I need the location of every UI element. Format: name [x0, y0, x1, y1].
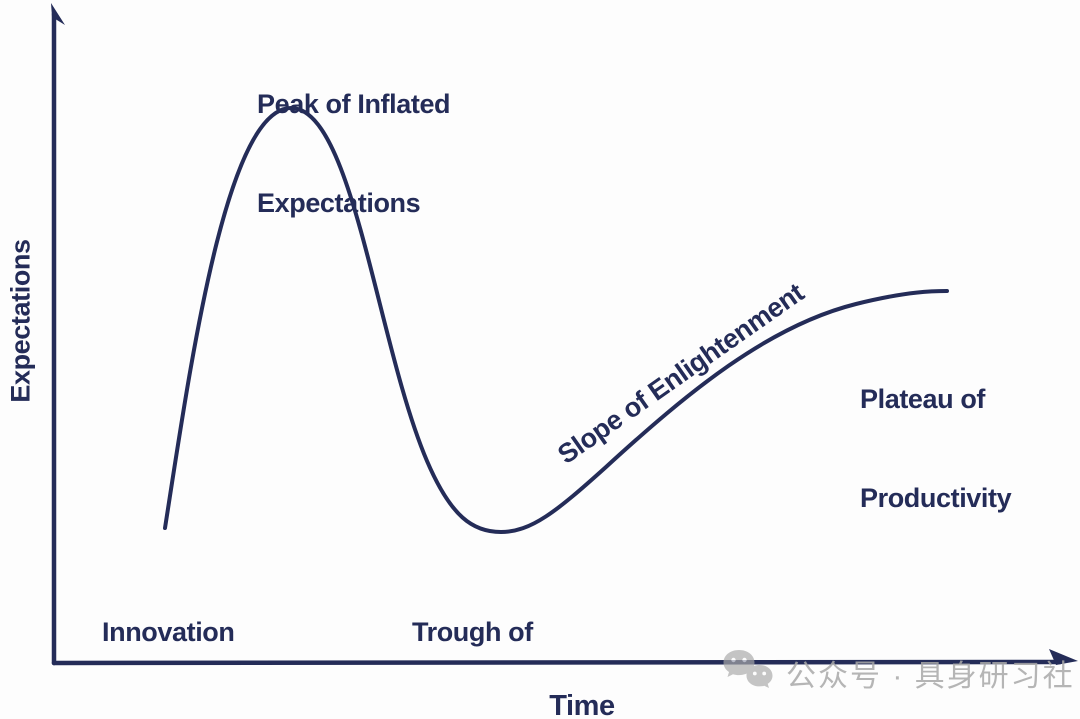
watermark-text: 公众号 · 具身研习社 [786, 660, 1075, 693]
watermark: 公众号 · 具身研习社 [722, 648, 1075, 698]
y-axis-label: Expectations [5, 239, 36, 403]
label-line: Innovation [102, 617, 235, 647]
x-axis-label: Time [549, 690, 615, 719]
label-peak-of-inflated-expectations: Peak of Inflated Expectations [257, 22, 451, 286]
label-line: Trigger [102, 715, 235, 719]
label-line: Disillusionment [412, 715, 607, 719]
label-plateau-of-productivity: Plateau of Productivity [860, 317, 1012, 581]
hype-cycle-curve [163, 105, 949, 535]
label-line: Plateau of [860, 384, 986, 414]
label-innovation-trigger: Innovation Trigger [102, 550, 235, 719]
label-line: Peak of Inflated [257, 89, 451, 119]
label-line: Expectations [257, 188, 421, 218]
y-axis-arrowhead-icon [51, 3, 65, 25]
x-axis-arrowhead-icon [1049, 649, 1078, 665]
label-line: Productivity [860, 483, 1012, 513]
label-trough-of-disillusionment: Trough of Disillusionment [412, 550, 607, 719]
label-line: Trough of [412, 617, 533, 647]
x-axis-line [51, 659, 1063, 666]
wechat-icon [723, 650, 773, 688]
